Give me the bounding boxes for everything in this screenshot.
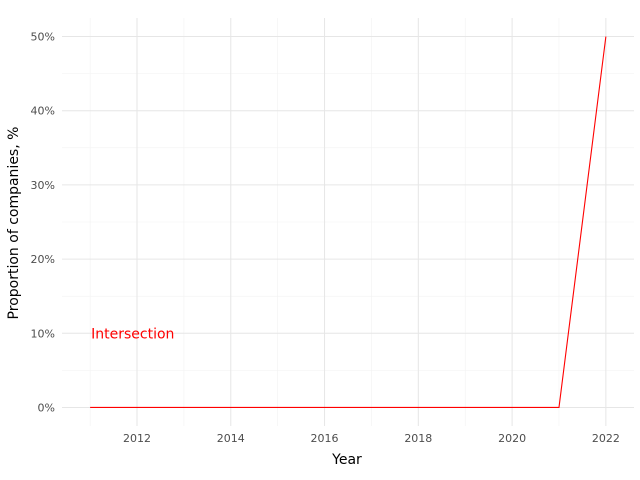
x-tick-label: 2012 xyxy=(123,432,151,445)
x-tick-labels: 2012 2014 2016 2018 2020 2022 xyxy=(123,432,620,445)
y-tick-label: 30% xyxy=(31,179,55,192)
annotation-label: Intersection xyxy=(91,326,174,342)
annotations: Intersection xyxy=(91,326,174,342)
minor-gridlines xyxy=(62,18,634,426)
x-tick-label: 2014 xyxy=(217,432,245,445)
x-axis-title: Year xyxy=(331,452,362,468)
x-tick-label: 2016 xyxy=(311,432,339,445)
y-tick-label: 50% xyxy=(31,31,55,44)
series-layer xyxy=(90,36,607,409)
y-tick-labels: 0% 10% 20% 30% 40% 50% xyxy=(31,31,55,415)
y-tick-label: 20% xyxy=(31,253,55,266)
y-tick-label: 10% xyxy=(31,327,55,340)
x-tick-label: 2018 xyxy=(404,432,432,445)
y-tick-label: 40% xyxy=(31,105,55,118)
x-tick-label: 2020 xyxy=(498,432,526,445)
series-line xyxy=(90,36,607,409)
y-tick-label: 0% xyxy=(38,401,55,414)
x-tick-label: 2022 xyxy=(592,432,620,445)
y-axis-title: Proportion of companies, % xyxy=(6,127,22,320)
